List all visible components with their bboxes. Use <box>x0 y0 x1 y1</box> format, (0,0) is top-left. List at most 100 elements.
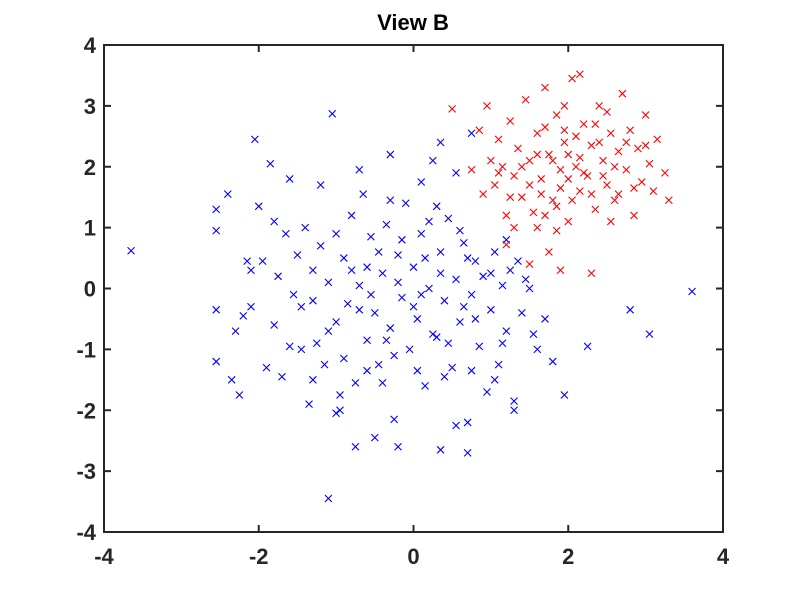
data-point <box>579 168 588 177</box>
data-point <box>483 388 491 396</box>
data-point <box>417 178 426 186</box>
data-point <box>456 226 464 235</box>
data-point <box>250 135 259 144</box>
data-point <box>595 138 604 147</box>
data-point <box>351 442 360 451</box>
data-point <box>583 342 592 351</box>
data-point <box>610 196 619 205</box>
data-point <box>239 312 248 320</box>
data-point <box>374 360 383 369</box>
data-point <box>494 360 503 369</box>
data-point <box>398 235 406 244</box>
data-point <box>398 293 406 302</box>
data-point <box>378 378 387 387</box>
data-point <box>421 254 429 262</box>
data-point <box>332 229 341 238</box>
data-point <box>324 494 333 503</box>
data-point <box>417 229 426 238</box>
data-point <box>463 254 472 262</box>
data-point <box>494 168 503 177</box>
data-point <box>626 126 635 135</box>
data-point <box>386 150 395 159</box>
data-point <box>297 345 306 354</box>
data-point <box>479 272 488 281</box>
data-point <box>227 375 236 384</box>
data-point <box>355 281 364 290</box>
data-point <box>529 208 538 217</box>
data-point <box>336 391 344 399</box>
data-point <box>274 272 282 281</box>
data-point <box>223 190 232 199</box>
data-point <box>378 269 387 278</box>
data-point <box>367 290 375 299</box>
data-point <box>270 217 279 226</box>
data-point <box>541 83 549 92</box>
data-point <box>556 184 565 192</box>
data-point <box>316 181 325 189</box>
data-point <box>355 305 364 314</box>
data-point <box>603 108 611 116</box>
data-point <box>444 214 453 223</box>
data-point <box>572 132 580 141</box>
data-point <box>479 190 488 199</box>
data-point <box>490 181 499 189</box>
data-point <box>386 324 395 332</box>
data-point <box>359 190 368 199</box>
data-point <box>572 162 580 171</box>
data-point <box>394 442 402 451</box>
data-point <box>579 120 588 129</box>
data-point <box>270 321 279 329</box>
data-point <box>452 168 460 177</box>
y-tick-label: -4 <box>76 520 96 545</box>
data-point <box>483 101 491 110</box>
y-tick-label: -3 <box>76 459 96 484</box>
data-point <box>637 178 646 186</box>
data-point <box>336 406 344 415</box>
x-tick-label: -4 <box>94 544 114 569</box>
x-tick-label: 2 <box>562 544 574 569</box>
data-point <box>266 159 275 168</box>
data-point <box>599 156 607 165</box>
data-point <box>425 217 433 226</box>
data-point <box>305 400 313 409</box>
data-point <box>309 296 317 305</box>
y-tick-label: 3 <box>84 94 96 119</box>
data-point <box>564 150 573 159</box>
data-point <box>471 315 480 323</box>
data-point <box>641 111 650 119</box>
data-point <box>525 260 534 269</box>
data-point <box>351 378 360 387</box>
data-point <box>262 363 271 372</box>
series-1 <box>448 70 673 278</box>
data-point <box>289 290 298 299</box>
data-point <box>328 109 337 118</box>
data-point <box>428 156 437 165</box>
data-point <box>413 315 422 323</box>
data-point <box>614 190 623 199</box>
data-point <box>548 357 557 366</box>
data-point <box>599 171 607 180</box>
data-point <box>475 342 484 351</box>
data-point <box>502 211 511 220</box>
data-point <box>661 168 669 177</box>
data-point <box>390 351 399 360</box>
data-point <box>626 305 635 314</box>
data-point <box>436 248 445 256</box>
data-point <box>533 223 542 232</box>
chart-title: View B <box>377 10 449 35</box>
data-point <box>459 238 468 247</box>
data-point <box>568 196 577 205</box>
data-point <box>633 144 642 153</box>
data-point <box>510 223 518 232</box>
data-point <box>510 171 518 180</box>
y-tick-label: 2 <box>84 155 96 180</box>
data-point <box>517 162 526 171</box>
data-point <box>486 269 495 278</box>
data-point <box>247 266 255 275</box>
data-point <box>459 302 468 311</box>
data-point <box>309 375 317 384</box>
data-point <box>564 175 573 183</box>
data-point <box>293 251 302 259</box>
data-point <box>556 165 565 174</box>
